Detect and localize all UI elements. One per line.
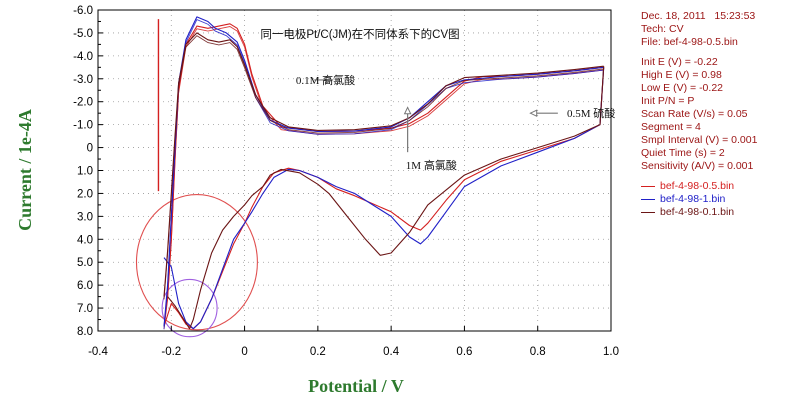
x-tick-label: 0.4	[383, 346, 400, 358]
parameter-line: High E (V) = 0.98	[641, 69, 722, 81]
annotation-label: 0.5M 硫酸	[567, 106, 615, 120]
y-tick-label: 2.0	[77, 188, 93, 200]
curve-anodic-cycle2-2	[163, 19, 604, 330]
x-tick-label: 1.0	[603, 346, 619, 358]
legend-entry: bef-4-98-1.bin	[641, 193, 796, 206]
y-tick-label: 0	[87, 143, 93, 155]
curve-anodic-cycle2-3	[163, 35, 604, 300]
x-tick-label: 0.6	[456, 346, 472, 358]
legend-swatch	[641, 199, 655, 200]
x-tick-label: 0.2	[310, 346, 326, 358]
highlight-circle	[135, 194, 258, 331]
tick-labels: -6.0 -5.0 -4.0 -3.0 -2.0 -1.0 0 1.0 2.0 3.0 4.0 5.0…	[73, 5, 619, 358]
parameter-line: Sensitivity (A/V) = 0.001	[641, 160, 754, 172]
legend-label: bef-4-98-0.1.bin	[660, 206, 735, 218]
annotation-arrowhead	[403, 106, 412, 115]
x-axis-label: Potential / V	[308, 376, 404, 396]
y-tick-label: 5.0	[77, 257, 93, 269]
legend-swatch	[641, 186, 655, 187]
legend-label: bef-4-98-1.bin	[660, 193, 726, 205]
chart-title: 同一电极Pt/C(JM)在不同体系下的CV图	[260, 27, 459, 41]
y-axis-label: Current / 1e-4A	[15, 109, 35, 231]
parameter-line: Low E (V) = -0.22	[641, 82, 723, 94]
tech-line: Tech: CV	[641, 23, 684, 35]
run-date: Dec. 18, 2011	[641, 10, 706, 22]
legend: bef-4-98-0.5.bin bef-4-98-1.bin bef-4-98-0…	[641, 180, 796, 219]
y-tick-label: -3.0	[73, 74, 93, 86]
y-tick-label: 3.0	[77, 211, 93, 223]
annotation-arrowhead	[325, 76, 334, 84]
annotation-label: 0.1M 高氯酸	[296, 73, 355, 87]
legend-entry: bef-4-98-0.1.bin	[641, 206, 796, 219]
y-tick-label: 1.0	[77, 166, 93, 178]
x-tick-label: 0	[241, 346, 247, 358]
curve-cathodic-1	[163, 67, 605, 330]
curve-cathodic-2	[163, 67, 605, 330]
x-tick-label: -0.2	[161, 346, 181, 358]
x-tick-label: 0.8	[530, 346, 546, 358]
parameter-list: Init E (V) = -0.22 High E (V) = 0.98 Low E…	[641, 56, 796, 173]
legend-entry: bef-4-98-0.5.bin	[641, 180, 796, 193]
annotation-arrowhead	[529, 109, 538, 118]
parameter-line: Quiet Time (s) = 2	[641, 147, 725, 159]
legend-swatch	[641, 212, 655, 213]
y-tick-label: 7.0	[77, 303, 93, 315]
parameter-line: Init E (V) = -0.22	[641, 56, 718, 68]
curve-anodic-3	[163, 32, 604, 297]
highlight-circle	[161, 278, 218, 338]
y-tick-label: -4.0	[73, 51, 93, 63]
x-tick-label: -0.4	[88, 346, 108, 358]
parameter-line: Scan Rate (V/s) = 0.05	[641, 108, 748, 120]
cv-chart: -6.0 -5.0 -4.0 -3.0 -2.0 -1.0 0 1.0 2.0 3.0 4.0 5.0…	[15, 5, 619, 396]
y-tick-label: 4.0	[77, 234, 93, 246]
y-tick-label: -6.0	[73, 5, 93, 17]
parameter-line: Init P/N = P	[641, 95, 695, 107]
y-tick-label: 6.0	[77, 280, 93, 292]
axes	[97, 9, 612, 332]
y-tick-label: -5.0	[73, 28, 93, 40]
curve-cathodic-3	[167, 66, 605, 330]
parameter-line: Segment = 4	[641, 121, 701, 133]
file-line: File: bef-4-98-0.5.bin	[641, 36, 738, 48]
parameter-line: Smpl Interval (V) = 0.001	[641, 134, 758, 146]
annotation-label: 1M 高氯酸	[406, 158, 457, 172]
header-datetime: Dec. 18, 2011 15:23:53	[641, 10, 796, 23]
info-panel: Dec. 18, 2011 15:23:53 Tech: CV File: be…	[641, 10, 796, 219]
curve-anodic-2	[163, 16, 604, 327]
cv-curves	[163, 16, 605, 330]
legend-label: bef-4-98-0.5.bin	[660, 180, 735, 192]
y-tick-label: -1.0	[73, 120, 93, 132]
y-tick-label: 8.0	[77, 326, 93, 338]
y-tick-label: -2.0	[73, 97, 93, 109]
run-time: 15:23:53	[714, 10, 756, 22]
annotation-shapes	[135, 19, 258, 338]
curve-anodic-cycle2-1	[163, 26, 604, 330]
annotations: 0.1M 高氯酸 0.5M 硫酸 1M 高氯酸	[296, 73, 615, 172]
